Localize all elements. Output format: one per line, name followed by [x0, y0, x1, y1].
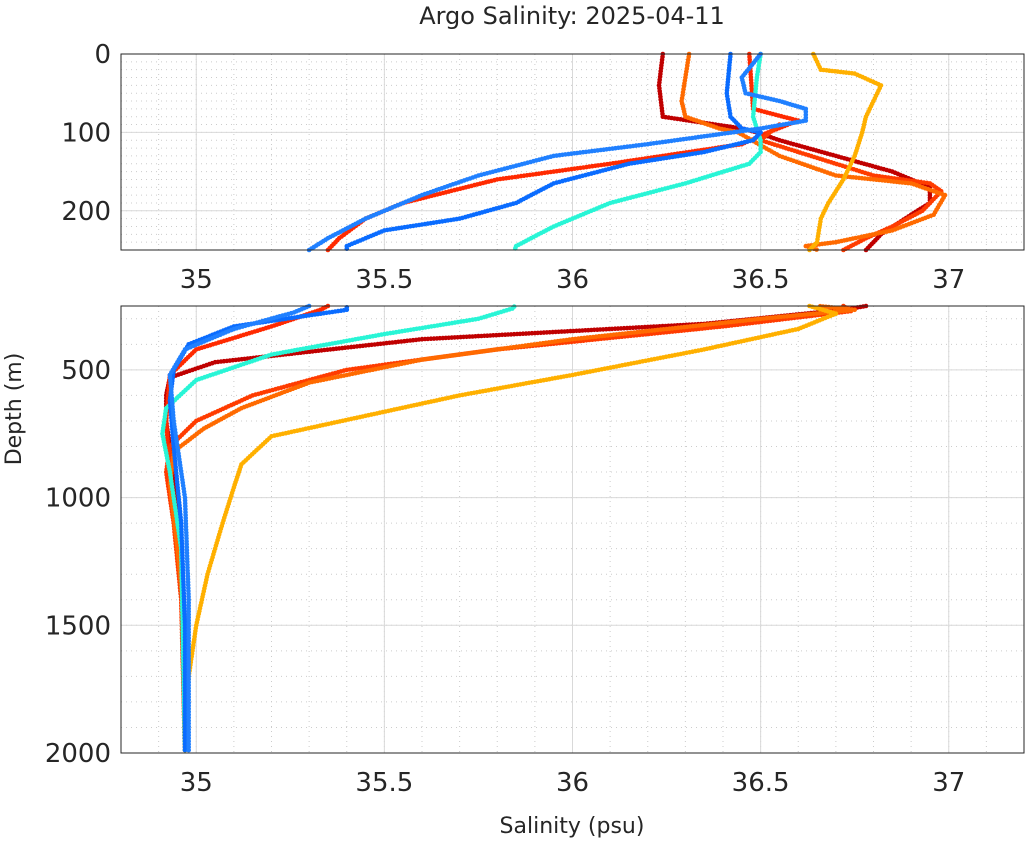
deep-depth-panel: 35 35.5 36 36.5 37 500 1000 1500 2000: [45, 303, 1025, 798]
profile-series: [513, 51, 763, 251]
x-axis-label: Salinity (psu): [500, 814, 645, 839]
profile-series: [807, 51, 884, 253]
chart-title: Argo Salinity: 2025-04-11: [419, 2, 725, 30]
y-tick-label: 0: [94, 40, 111, 70]
x-tick-label: 36.5: [732, 265, 790, 295]
shallow-depth-panel: 35 35.5 36 36.5 37 0 100 200: [61, 40, 1025, 295]
y-tick-label: 1000: [45, 484, 111, 514]
x-tick-label: 35: [180, 768, 213, 798]
x-tick-label: 35.5: [355, 768, 413, 798]
y-tick-label: 500: [61, 356, 111, 386]
y-tick-label: 1500: [45, 611, 111, 641]
x-tick-label: 35.5: [355, 265, 413, 295]
profile-series: [679, 51, 948, 252]
profile-series: [167, 303, 312, 753]
y-tick-label: 100: [61, 118, 111, 148]
profile-series: [306, 51, 809, 253]
x-tick-label: 37: [932, 768, 965, 798]
profile-series: [344, 51, 763, 251]
plot-frame: [120, 53, 1025, 251]
plot-frame: [120, 305, 1025, 754]
x-tick-label: 35: [180, 265, 213, 295]
profile-point: [186, 747, 191, 753]
y-axis-label: Depth (m): [2, 353, 27, 466]
x-tick-label: 36: [556, 265, 589, 295]
profile-point: [182, 747, 188, 753]
y-tick-label: 200: [61, 197, 111, 227]
x-tick-label: 36.5: [732, 768, 790, 798]
y-tick-label: 2000: [45, 739, 111, 769]
x-tick-label: 36: [556, 768, 589, 798]
x-tick-label: 37: [932, 265, 965, 295]
